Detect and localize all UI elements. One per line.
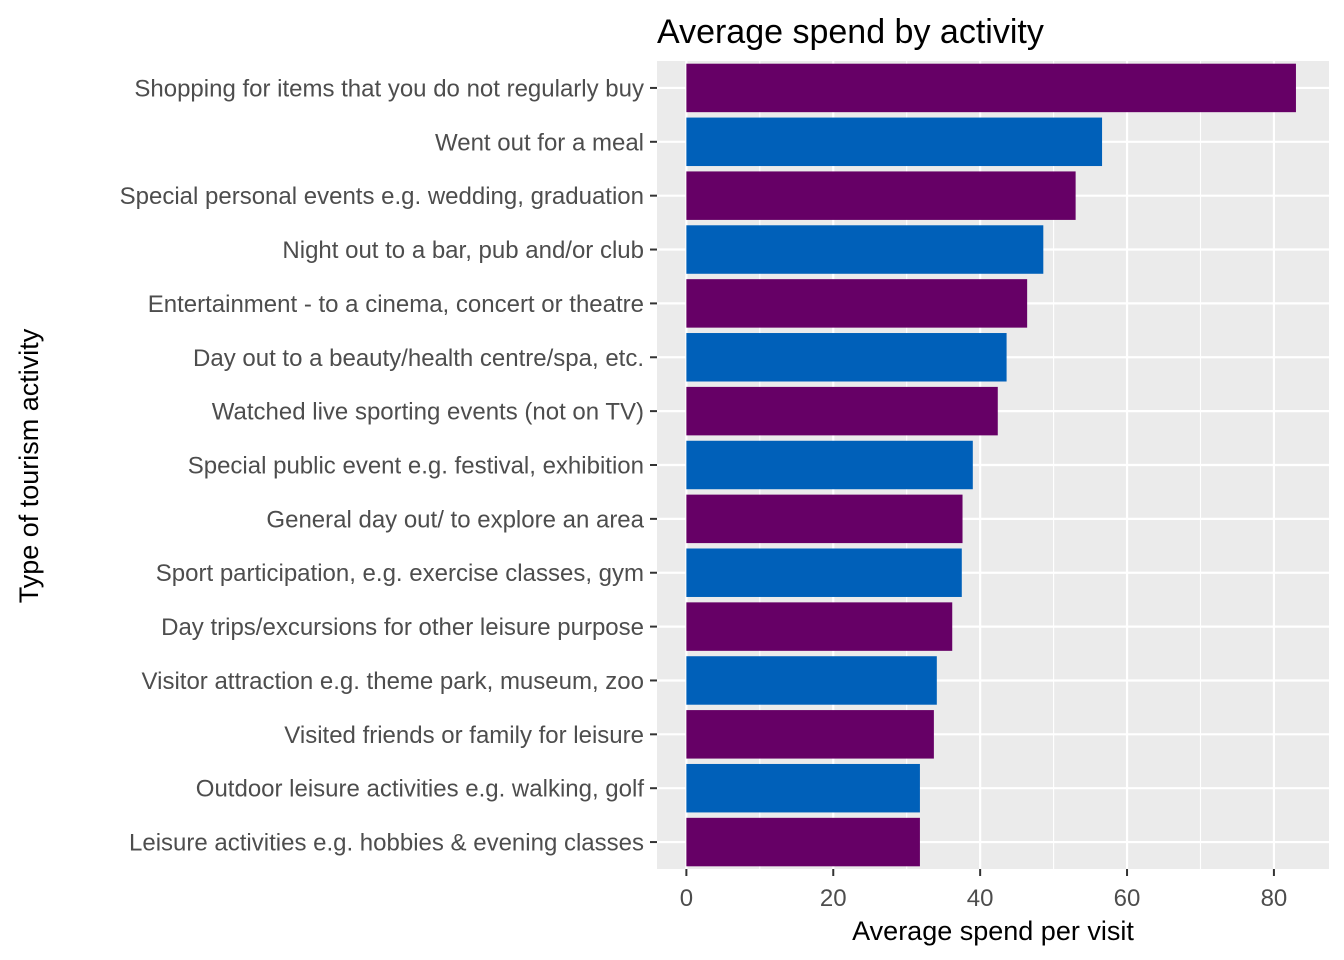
- y-tick-label: Visitor attraction e.g. theme park, muse…: [142, 668, 644, 695]
- y-tick-label: Watched live sporting events (not on TV): [212, 399, 644, 426]
- y-tick-label: Day trips/excursions for other leisure p…: [161, 614, 644, 641]
- y-tick-label: Visited friends or family for leisure: [284, 722, 644, 749]
- bar: [686, 494, 963, 544]
- x-tick-label: 0: [680, 885, 693, 912]
- y-tick-label: Sport participation, e.g. exercise class…: [156, 560, 644, 587]
- bar: [686, 656, 937, 705]
- bar: [686, 602, 953, 651]
- y-tick-label: Shopping for items that you do not regul…: [134, 75, 644, 102]
- bar: [686, 279, 1028, 328]
- y-tick-label: Special public event e.g. festival, exhi…: [188, 453, 644, 480]
- y-tick-label: Special personal events e.g. wedding, gr…: [120, 183, 644, 210]
- bar: [686, 225, 1044, 274]
- x-axis: 0 20 40 60 80: [680, 869, 1288, 912]
- y-tick-label: Entertainment - to a cinema, concert or …: [148, 291, 644, 318]
- x-tick-label: 40: [967, 885, 994, 912]
- bar: [686, 386, 998, 436]
- bar: [686, 440, 973, 490]
- y-tick-label: Outdoor leisure activities e.g. walking,…: [196, 776, 645, 803]
- y-tick-label: General day out/ to explore an area: [266, 506, 644, 533]
- x-axis-title: Average spend per visit: [852, 916, 1134, 946]
- bar: [686, 548, 962, 597]
- bar: [686, 63, 1296, 113]
- y-tick-label: Day out to a beauty/health centre/spa, e…: [193, 345, 644, 372]
- y-axis-title: Type of tourism activity: [14, 328, 44, 603]
- bar: [686, 117, 1103, 167]
- bar: [686, 710, 934, 759]
- y-tick-label: Went out for a meal: [435, 129, 644, 156]
- bar: [686, 817, 920, 867]
- bar: [686, 763, 920, 813]
- chart-title: Average spend by activity: [657, 13, 1044, 51]
- x-tick-label: 60: [1114, 885, 1141, 912]
- y-tick-label: Night out to a bar, pub and/or club: [282, 237, 644, 264]
- bar: [686, 171, 1076, 220]
- x-tick-label: 80: [1261, 885, 1288, 912]
- bars: [686, 63, 1296, 867]
- bar: [686, 333, 1007, 382]
- y-axis: Shopping for items that you do not regul…: [120, 75, 657, 857]
- x-tick-label: 20: [820, 885, 847, 912]
- y-tick-label: Leisure activities e.g. hobbies & evenin…: [129, 830, 644, 857]
